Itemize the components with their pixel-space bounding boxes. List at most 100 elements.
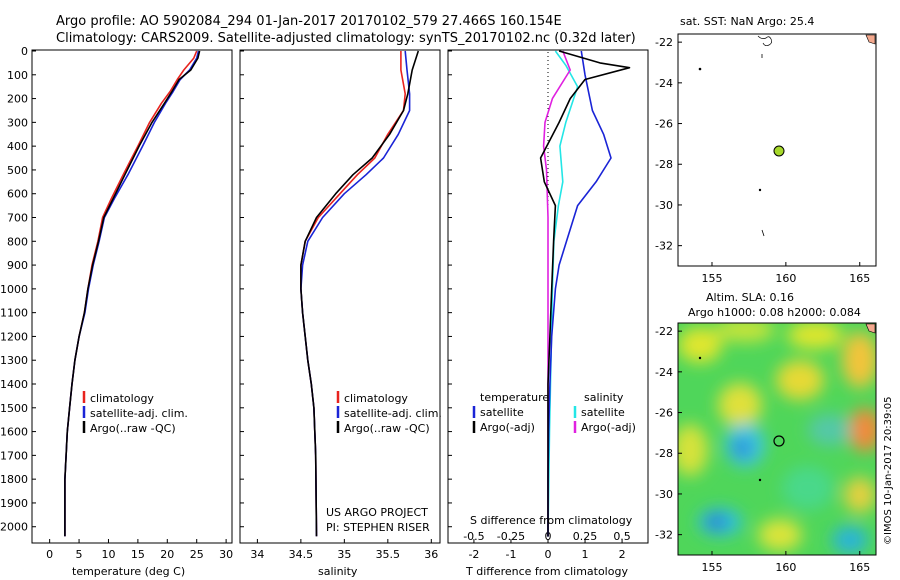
difference-x-axis: -2 -1 0 1 2 -0.5 -0.25 0 0.25 0.5	[463, 530, 631, 561]
sla-island	[698, 356, 702, 360]
map-y-tick-label: -28	[655, 447, 673, 460]
depth-tick-label: 300	[7, 116, 28, 129]
sst-island	[698, 67, 702, 71]
series-line-argo-adj-	[542, 50, 572, 537]
temperature-series	[64, 50, 201, 537]
depth-tick-label: 900	[7, 259, 28, 272]
x-tick-label: 0	[46, 548, 53, 561]
sst-map: sat. SST: NaN Argo: 25.4 -22 -24 -26 -28 -30…	[655, 15, 877, 285]
sla-island	[758, 478, 762, 482]
s-tick-label: 0.5	[613, 530, 631, 543]
x-tick-label: -2	[468, 548, 479, 561]
s-tick-label: -0.5	[463, 530, 484, 543]
legend-satellite: satellite-adj. clim.	[344, 407, 442, 420]
map-x-tick-label: 165	[849, 272, 870, 285]
legend-sal-satellite: satellite	[581, 406, 625, 419]
sla-map-x-axis: 155 160 165	[701, 551, 870, 574]
sla-map-title-2: Argo h1000: 0.08 h2000: 0.084	[688, 306, 861, 319]
s-tick-label: 0	[545, 530, 552, 543]
credit-pi: PI: STEPHEN RISER	[326, 521, 430, 534]
s-tick-label: 0.25	[573, 530, 598, 543]
sla-field	[678, 323, 876, 555]
sla-map: Altim. SLA: 0.16 Argo h1000: 0.08 h2000:…	[655, 291, 877, 574]
map-x-tick-label: 155	[701, 272, 722, 285]
legend-satellite: satellite-adj. clim.	[90, 407, 188, 420]
salinity-series	[300, 50, 420, 537]
x-tick-label: 20	[160, 548, 174, 561]
series-line-argo-raw-qc-	[64, 50, 201, 537]
x-tick-label: 25	[190, 548, 204, 561]
temperature-axes-frame	[31, 49, 233, 544]
x-tick-label: -1	[505, 548, 516, 561]
depth-tick-label: 800	[7, 235, 28, 248]
imos-watermark: ©IMOS 10-Jan-2017 20:39:05	[883, 397, 894, 545]
legend-climatology: climatology	[344, 392, 408, 405]
depth-tick-label: 1200	[0, 330, 28, 343]
map-x-tick-label: 165	[849, 561, 870, 574]
map-y-tick-label: -26	[655, 118, 673, 131]
map-y-tick-label: -32	[655, 240, 673, 253]
sst-argo-marker	[773, 145, 785, 157]
x-tick-label: 0	[545, 548, 552, 561]
s-difference-label: S difference from climatology	[470, 514, 633, 527]
depth-tick-label: 1100	[0, 307, 28, 320]
legend-salinity-title: salinity	[584, 391, 624, 404]
depth-tick-label: 1600	[0, 426, 28, 439]
x-tick-label: 15	[131, 548, 145, 561]
legend-argo: Argo(..raw -QC)	[344, 422, 430, 435]
legend-temp-argo: Argo(-adj)	[480, 421, 535, 434]
x-tick-label: 35.5	[376, 548, 401, 561]
salinity-panel: 34 34.5 35 35.5 36 salinity climatology sate…	[239, 49, 442, 578]
sst-reef-outline	[757, 35, 773, 47]
map-y-tick-label: -30	[655, 488, 673, 501]
map-y-tick-label: -30	[655, 199, 673, 212]
x-tick-label: 36	[424, 548, 438, 561]
sst-map-y-axis: -22 -24 -26 -28 -30 -32	[655, 36, 682, 253]
depth-tick-label: 600	[7, 188, 28, 201]
depth-tick-label: 1400	[0, 378, 28, 391]
depth-axis: 0 100 200 300 400 500 600 700 800 900 1000 1100 1200…	[0, 45, 36, 534]
legend-temperature-title: temperature	[480, 391, 549, 404]
depth-tick-label: 2000	[0, 521, 28, 534]
salinity-depth-ticks	[240, 50, 244, 528]
series-line-argo-raw-qc-	[300, 50, 420, 537]
salinity-x-axis: 34 34.5 35 35.5 36	[250, 539, 438, 561]
map-x-tick-label: 155	[701, 561, 722, 574]
depth-tick-label: 200	[7, 93, 28, 106]
sla-map-land	[865, 323, 876, 334]
x-tick-label: 35	[337, 548, 351, 561]
temperature-panel: 0100200300400500600700800900100011001200…	[0, 45, 233, 578]
t-difference-label: T difference from climatology	[465, 565, 628, 578]
depth-tick-label: 1300	[0, 354, 28, 367]
difference-series	[539, 50, 631, 537]
map-y-tick-label: -22	[655, 36, 673, 49]
x-tick-label: 34.5	[289, 548, 314, 561]
sst-map-title: sat. SST: NaN Argo: 25.4	[680, 15, 814, 28]
sst-map-x-axis: 155 160 165	[701, 262, 870, 285]
x-tick-label: 2	[619, 548, 626, 561]
header-line-1: Argo profile: AO 5902084_294 01-Jan-2017…	[56, 14, 562, 29]
depth-tick-label: 1500	[0, 402, 28, 415]
map-y-tick-label: -24	[655, 77, 673, 90]
difference-legend: temperature salinity satellite Argo(-adj…	[472, 391, 636, 434]
series-line-satellite	[547, 50, 612, 537]
x-tick-label: 1	[582, 548, 589, 561]
sst-island	[758, 188, 762, 192]
map-x-tick-label: 160	[775, 561, 796, 574]
map-y-tick-label: -26	[655, 407, 673, 420]
sla-map-frame	[677, 322, 877, 556]
difference-depth-ticks	[448, 50, 452, 528]
sla-argo-marker	[773, 435, 785, 447]
sla-map-title-1: Altim. SLA: 0.16	[706, 291, 794, 304]
sla-map-y-axis: -22 -24 -26 -28 -30 -32	[655, 325, 682, 542]
depth-tick-label: 100	[7, 69, 28, 82]
s-tick-label: -0.25	[497, 530, 525, 543]
x-tick-label: 10	[101, 548, 115, 561]
series-line-argo-adj-	[539, 50, 631, 537]
depth-tick-label: 1800	[0, 473, 28, 486]
legend-temp-satellite: satellite	[480, 406, 524, 419]
salinity-legend: climatology satellite-adj. clim. Argo(..…	[336, 391, 442, 435]
legend-argo: Argo(..raw -QC)	[90, 422, 176, 435]
depth-tick-label: 0	[21, 45, 28, 58]
